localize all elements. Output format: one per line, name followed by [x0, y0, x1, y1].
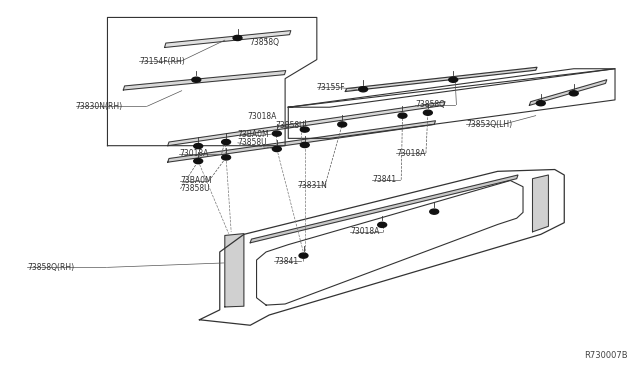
Text: 73853Q(LH): 73853Q(LH): [466, 120, 512, 129]
Text: 73858U: 73858U: [237, 138, 267, 147]
Text: 73018A: 73018A: [247, 112, 276, 121]
Polygon shape: [164, 31, 291, 48]
Circle shape: [194, 144, 203, 149]
Text: 73018A: 73018A: [179, 149, 209, 158]
Polygon shape: [168, 121, 435, 162]
Circle shape: [233, 35, 242, 41]
Text: 73858U: 73858U: [276, 121, 305, 130]
Text: 73858Q: 73858Q: [249, 38, 279, 47]
Polygon shape: [168, 102, 445, 146]
Circle shape: [221, 155, 230, 160]
Text: 73831N: 73831N: [298, 181, 328, 190]
Circle shape: [300, 142, 309, 148]
Polygon shape: [225, 234, 244, 307]
Text: 73858Q: 73858Q: [415, 100, 445, 109]
Text: 73155F: 73155F: [317, 83, 346, 92]
Circle shape: [449, 77, 458, 82]
Circle shape: [192, 77, 201, 82]
Circle shape: [273, 147, 282, 151]
Polygon shape: [529, 80, 607, 105]
Circle shape: [299, 253, 308, 258]
Circle shape: [300, 127, 309, 132]
Circle shape: [358, 87, 367, 92]
Circle shape: [536, 100, 545, 106]
Text: 73858U: 73858U: [180, 185, 210, 193]
Circle shape: [398, 113, 407, 118]
Polygon shape: [532, 175, 548, 232]
Polygon shape: [346, 67, 537, 92]
Text: 73841: 73841: [372, 175, 396, 184]
Text: R730007B: R730007B: [584, 351, 628, 360]
Polygon shape: [250, 175, 518, 243]
Circle shape: [429, 209, 438, 214]
Circle shape: [221, 140, 230, 145]
Text: 73BA0M: 73BA0M: [237, 130, 269, 139]
Circle shape: [338, 122, 347, 127]
Circle shape: [378, 222, 387, 227]
Text: 73841: 73841: [275, 257, 298, 266]
Text: 73154F(RH): 73154F(RH): [139, 57, 185, 66]
Circle shape: [570, 91, 578, 96]
Text: 73018A: 73018A: [351, 227, 380, 236]
Text: 73830N(RH): 73830N(RH): [76, 102, 123, 110]
Circle shape: [194, 158, 203, 164]
Circle shape: [424, 110, 432, 115]
Polygon shape: [124, 71, 285, 90]
Text: 73018A: 73018A: [396, 148, 426, 157]
Circle shape: [273, 131, 282, 136]
Text: 73858Q(RH): 73858Q(RH): [27, 263, 74, 272]
Text: 73BA0M: 73BA0M: [180, 176, 212, 185]
